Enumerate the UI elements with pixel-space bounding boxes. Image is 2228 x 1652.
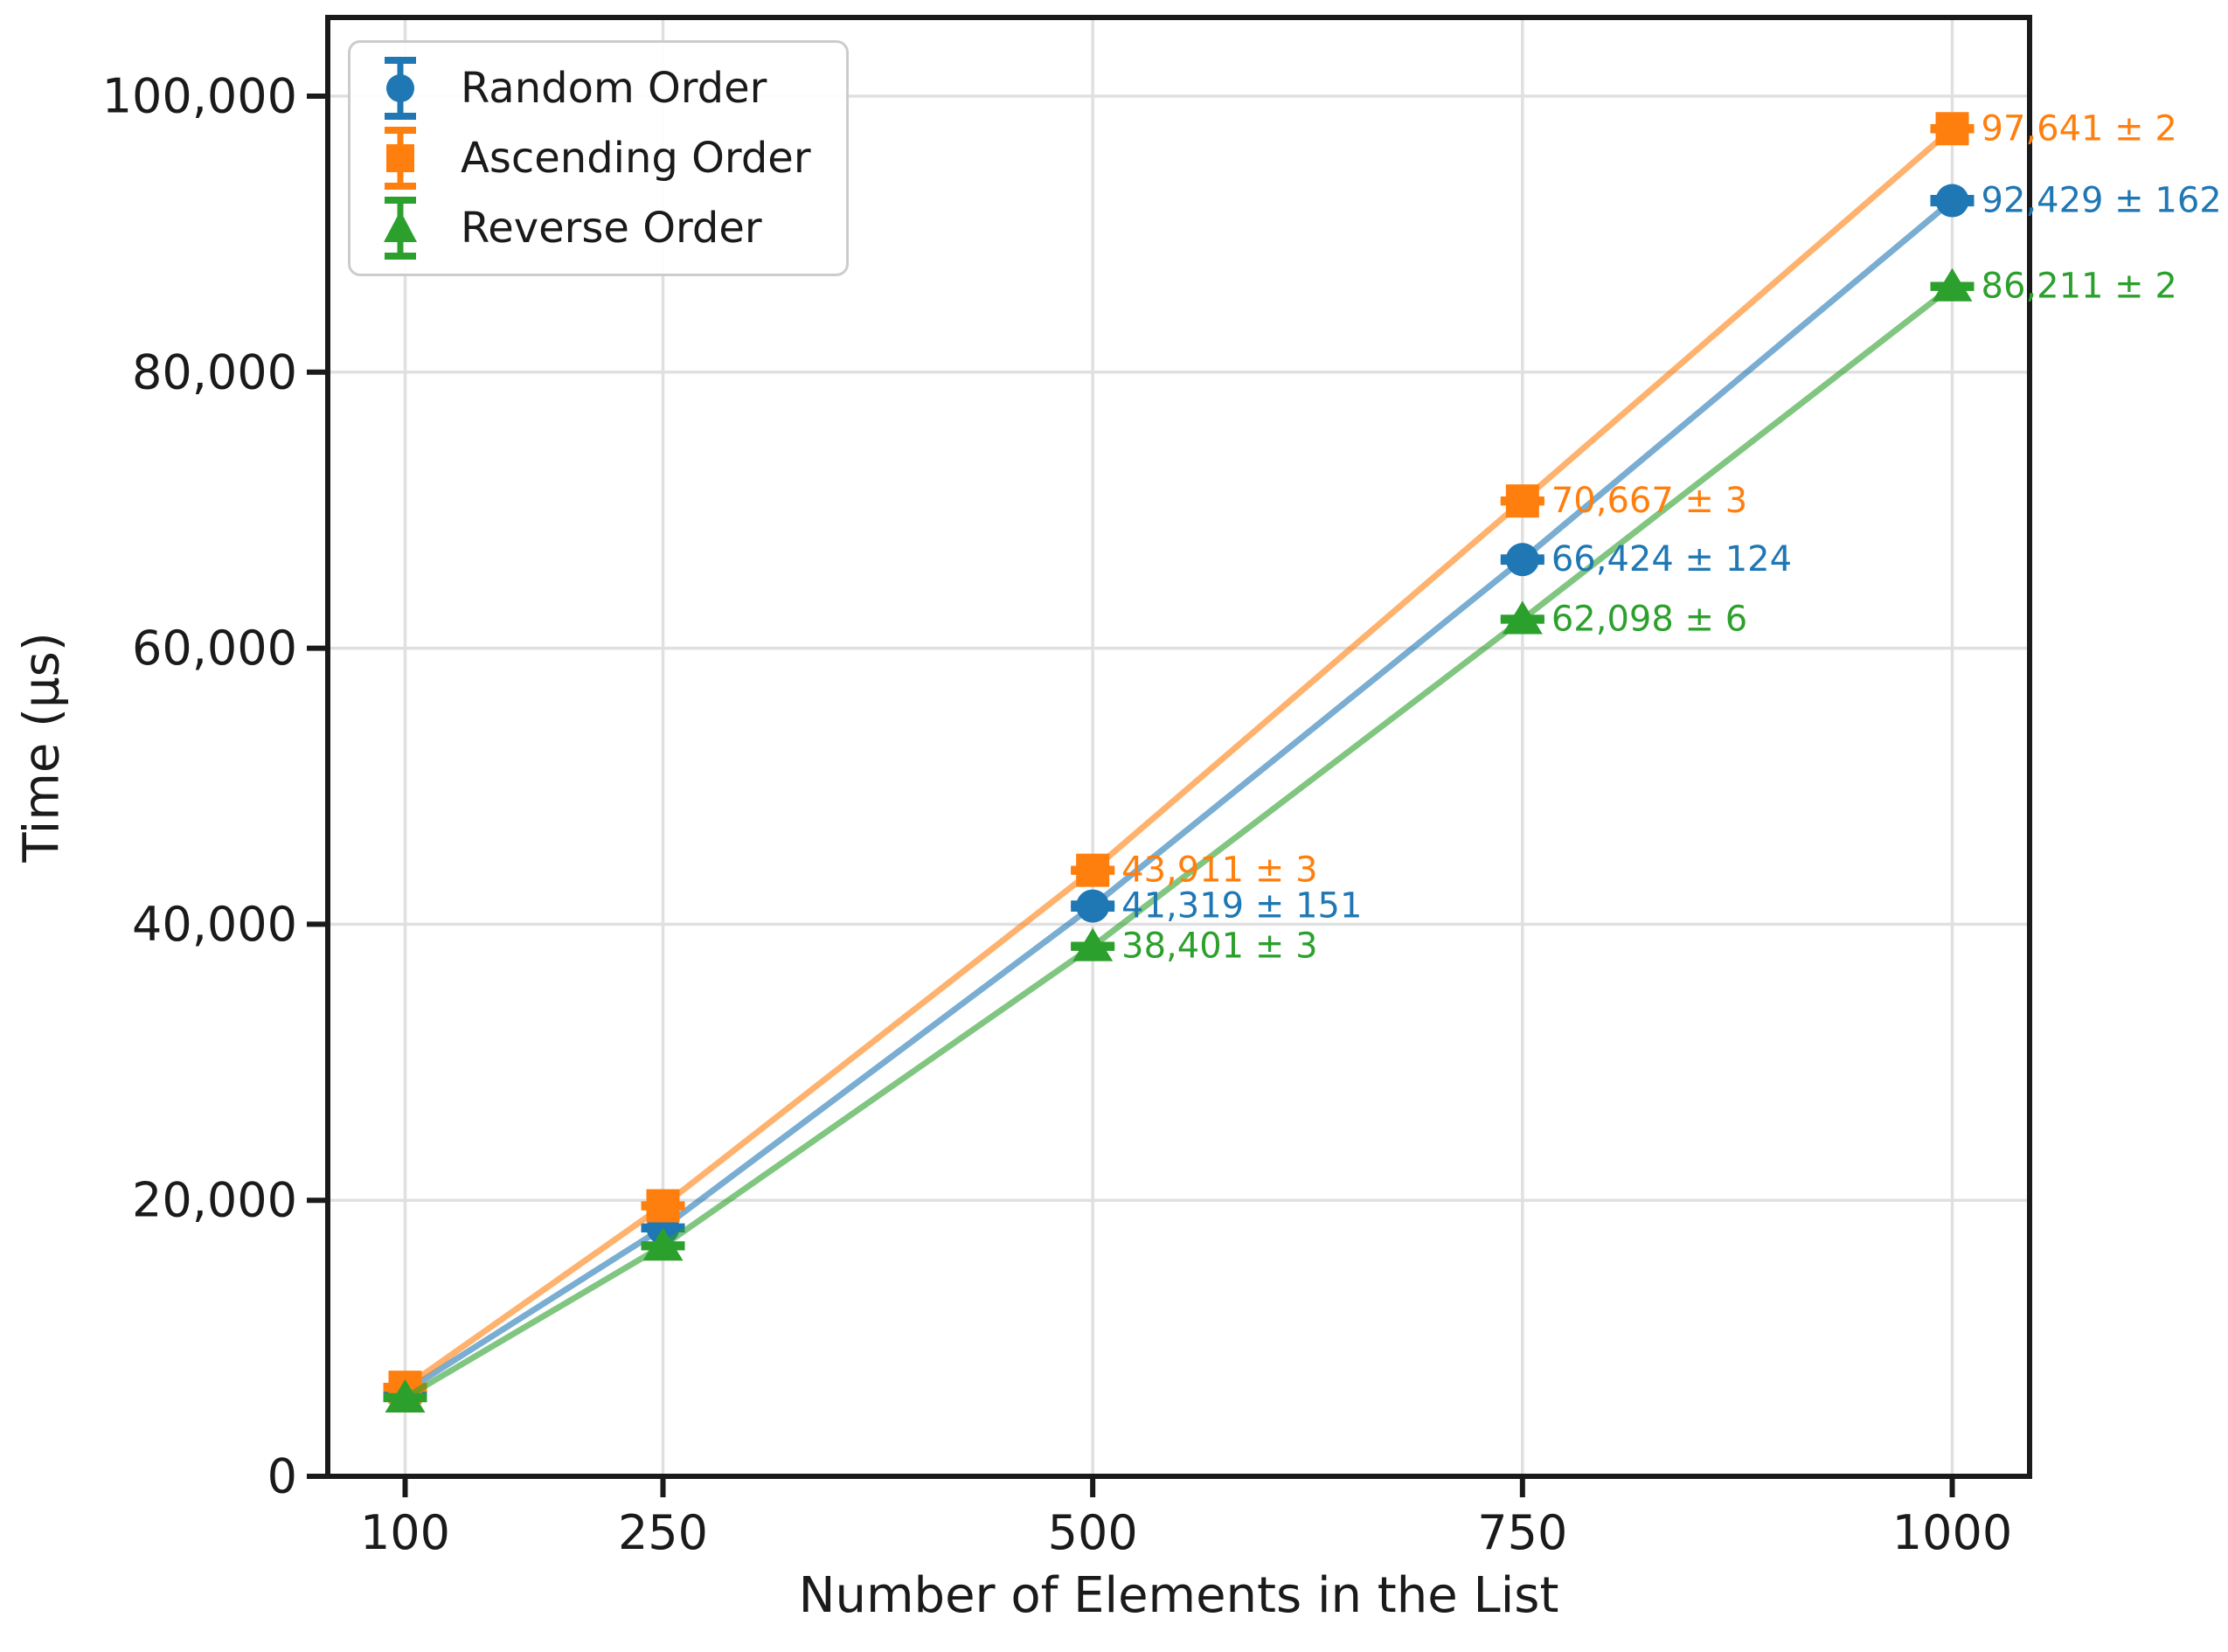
x-tick-label: 750 bbox=[1477, 1505, 1567, 1560]
data-point-ascending bbox=[1935, 112, 1969, 146]
data-point-random bbox=[1505, 543, 1539, 577]
point-label-ascending: 70,667 ± 3 bbox=[1551, 481, 1747, 521]
data-point-ascending bbox=[646, 1189, 680, 1223]
point-label-reverse: 38,401 ± 3 bbox=[1121, 927, 1317, 967]
legend-item-label: Random Order bbox=[461, 64, 767, 113]
data-point-reverse bbox=[1072, 927, 1114, 961]
x-tick-label: 250 bbox=[618, 1505, 708, 1560]
data-point-ascending bbox=[1505, 484, 1539, 518]
y-tick-label: 40,000 bbox=[132, 897, 297, 952]
data-point-reverse bbox=[1932, 267, 1973, 302]
triangle-errorbar-icon bbox=[384, 197, 417, 260]
y-tick-label: 0 bbox=[267, 1449, 297, 1504]
data-point-reverse bbox=[1502, 600, 1543, 635]
data-point-random bbox=[1076, 889, 1110, 923]
point-label-random: 92,429 ± 162 bbox=[1982, 181, 2222, 221]
data-point-random bbox=[1935, 184, 1969, 218]
series-line-reverse bbox=[403, 283, 1954, 1401]
data-point-reverse bbox=[642, 1227, 684, 1261]
series-line-ascending bbox=[403, 126, 1954, 1391]
data-point-reverse bbox=[385, 1378, 426, 1413]
y-tick-label: 20,000 bbox=[132, 1173, 297, 1228]
y-tick-label: 100,000 bbox=[102, 69, 297, 124]
legend-item-random: Random Order bbox=[370, 53, 811, 123]
point-label-random: 41,319 ± 151 bbox=[1121, 886, 1362, 927]
point-label-reverse: 62,098 ± 6 bbox=[1551, 599, 1747, 639]
y-tick-label: 60,000 bbox=[132, 621, 297, 676]
legend-item-label: Reverse Order bbox=[461, 204, 762, 253]
axes-frame bbox=[325, 15, 2032, 1479]
x-axis-title: Number of Elements in the List bbox=[798, 1567, 1559, 1624]
legend-item-label: Ascending Order bbox=[461, 134, 811, 183]
point-label-ascending: 43,911 ± 3 bbox=[1121, 850, 1317, 891]
x-tick-label: 500 bbox=[1048, 1505, 1138, 1560]
square-errorbar-icon bbox=[385, 127, 416, 190]
y-tick-label: 80,000 bbox=[132, 344, 297, 399]
x-tick-label: 100 bbox=[360, 1505, 450, 1560]
x-tick-label: 1000 bbox=[1892, 1505, 2012, 1560]
point-label-ascending: 97,641 ± 2 bbox=[1982, 108, 2177, 149]
y-axis-title: Time (μs) bbox=[13, 632, 71, 863]
circle-errorbar-icon bbox=[385, 57, 416, 120]
legend: Random Order Ascending Order Reverse Ord… bbox=[348, 40, 849, 276]
data-point-ascending bbox=[1076, 853, 1110, 887]
legend-item-reverse: Reverse Order bbox=[370, 193, 811, 263]
legend-item-ascending: Ascending Order bbox=[370, 123, 811, 193]
point-label-reverse: 86,211 ± 2 bbox=[1982, 267, 2177, 307]
point-label-random: 66,424 ± 124 bbox=[1551, 539, 1792, 580]
